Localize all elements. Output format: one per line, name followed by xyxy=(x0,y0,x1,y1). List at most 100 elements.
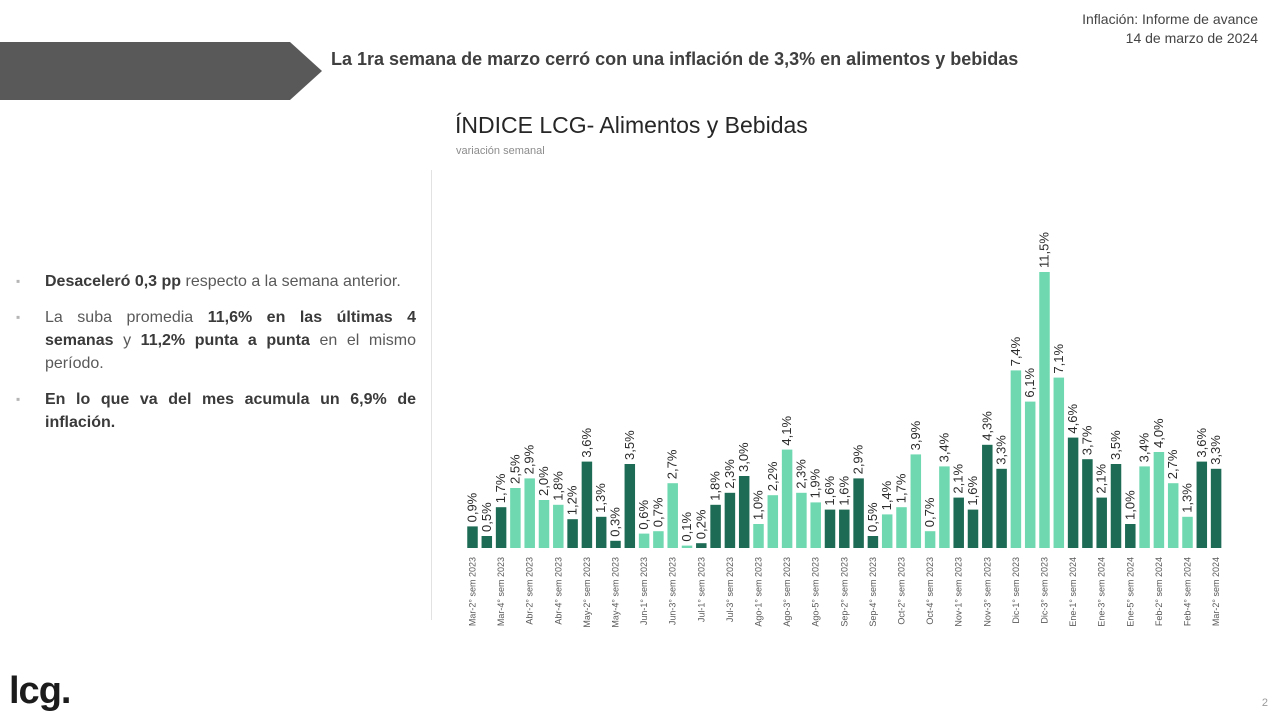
x-tick-label-11: Ago-3° sem 2023 xyxy=(782,557,792,627)
data-label-20: 1,0% xyxy=(751,490,766,520)
bar-43 xyxy=(1082,459,1093,548)
report-title: Inflación: Informe de avance xyxy=(1082,11,1258,27)
data-label-41: 7,1% xyxy=(1051,344,1066,374)
bar-50 xyxy=(1182,516,1193,548)
data-label-36: 4,3% xyxy=(979,411,994,441)
x-tick-label-12: Ago-5° sem 2023 xyxy=(811,557,821,627)
data-label-52: 3,3% xyxy=(1208,435,1223,465)
data-label-48: 4,0% xyxy=(1151,418,1166,448)
report-date: 14 de marzo de 2024 xyxy=(1125,30,1258,46)
bullet-item: ▪ Desaceleró 0,3 pp respecto a la semana … xyxy=(14,270,416,293)
bar-26 xyxy=(839,509,850,548)
data-label-30: 1,7% xyxy=(894,473,909,503)
bar-3 xyxy=(510,488,521,548)
x-tick-label-4: May-2° sem 2023 xyxy=(582,557,592,628)
x-tick-label-9: Jul-3° sem 2023 xyxy=(725,557,735,622)
data-label-45: 3,5% xyxy=(1108,430,1123,460)
bar-11 xyxy=(624,464,636,548)
data-label-43: 3,7% xyxy=(1079,425,1094,455)
bar-20 xyxy=(753,524,764,548)
data-label-25: 1,6% xyxy=(822,476,837,506)
bar-36 xyxy=(982,444,993,548)
data-label-39: 6,1% xyxy=(1022,368,1037,398)
bar-16 xyxy=(696,543,707,548)
data-label-9: 1,3% xyxy=(593,483,608,513)
bullet-dot-icon: ▪ xyxy=(16,274,21,288)
header-banner xyxy=(0,42,322,100)
x-tick-label-21: Ene-1° sem 2024 xyxy=(1068,557,1078,627)
bar-51 xyxy=(1196,461,1208,548)
data-label-33: 3,4% xyxy=(936,432,951,462)
data-label-17: 1,8% xyxy=(708,471,723,501)
bar-46 xyxy=(1125,524,1136,548)
data-label-50: 1,3% xyxy=(1180,483,1195,513)
data-label-40: 11,5% xyxy=(1037,232,1052,268)
bar-23 xyxy=(796,492,807,548)
bar-32 xyxy=(924,531,936,548)
data-label-34: 2,1% xyxy=(951,464,966,494)
bar-47 xyxy=(1139,466,1150,548)
bar-49 xyxy=(1167,483,1179,548)
data-label-32: 0,7% xyxy=(922,497,937,527)
x-tick-label-25: Feb-4° sem 2024 xyxy=(1183,557,1193,626)
data-label-51: 3,6% xyxy=(1194,428,1209,458)
data-label-23: 2,3% xyxy=(793,459,808,489)
bar-6 xyxy=(553,504,564,548)
bar-10 xyxy=(610,540,621,548)
bar-30 xyxy=(896,507,907,548)
x-tick-label-24: Feb-2° sem 2024 xyxy=(1154,557,1164,626)
bar-13 xyxy=(653,531,664,548)
data-label-31: 3,9% xyxy=(908,420,923,450)
data-label-1: 0,5% xyxy=(479,502,494,532)
x-tick-label-18: Nov-3° sem 2023 xyxy=(982,557,992,627)
data-label-14: 2,7% xyxy=(665,449,680,479)
x-tick-label-15: Oct-2° sem 2023 xyxy=(897,557,907,625)
data-label-19: 3,0% xyxy=(736,442,751,472)
data-label-18: 2,3% xyxy=(722,459,737,489)
slide-headline: La 1ra semana de marzo cerró con una inf… xyxy=(331,49,1019,69)
bullet-bold-text: 11,2% punta a punta xyxy=(140,332,310,349)
data-label-12: 0,6% xyxy=(636,500,651,530)
bullet-bold-text: 11,6% en las últimas 4 semanas xyxy=(45,309,417,349)
bullet-dot-icon: ▪ xyxy=(16,392,21,406)
weekly-inflation-bar-chart: 0,9% 0,5%1,7%2,5% 2,9%2,0% 1,8% 1,2%3,6%1,3%… xyxy=(465,232,1224,628)
bar-22 xyxy=(781,449,793,548)
lcg-logo: lcg. xyxy=(9,670,71,712)
data-label-44: 2,1% xyxy=(1094,464,1109,494)
bar-52 xyxy=(1210,468,1222,548)
x-tick-label-17: Nov-1° sem 2023 xyxy=(954,557,964,627)
bar-1 xyxy=(481,536,493,548)
data-label-15: 0,1% xyxy=(679,512,694,542)
x-tick-label-8: Jul-1° sem 2023 xyxy=(696,557,706,622)
bullet-text: La suba promedia xyxy=(45,309,208,326)
x-tick-label-14: Sep-4° sem 2023 xyxy=(868,557,878,627)
bar-24 xyxy=(810,502,821,548)
x-tick-label-1: Mar-4° sem 2023 xyxy=(496,557,506,626)
bullet-text: en el mismo período. xyxy=(45,332,417,372)
data-label-28: 0,5% xyxy=(865,502,880,532)
data-label-6: 1,8% xyxy=(550,471,565,501)
x-tick-label-16: Oct-4° sem 2023 xyxy=(925,557,935,625)
bar-29 xyxy=(881,514,893,548)
bar-17 xyxy=(710,504,721,548)
bullet-text: y xyxy=(113,332,141,349)
bar-9 xyxy=(595,516,607,548)
bar-41 xyxy=(1053,377,1065,548)
x-tick-label-0: Mar-2° sem 2023 xyxy=(468,557,478,626)
data-label-0: 0,9% xyxy=(465,492,480,522)
data-label-11: 3,5% xyxy=(622,430,637,460)
data-label-27: 2,9% xyxy=(851,444,866,474)
x-tick-label-20: Dic-3° sem 2023 xyxy=(1040,557,1050,624)
bar-40 xyxy=(1039,272,1050,548)
x-tick-label-10: Ago-1° sem 2023 xyxy=(754,557,764,627)
data-label-7: 1,2% xyxy=(565,485,580,515)
bar-7 xyxy=(567,519,578,548)
bar-27 xyxy=(853,478,864,548)
x-tick-label-6: Jun-1° sem 2023 xyxy=(639,557,649,625)
bullet-item: ▪ En lo que va del mes acumula un 6,9% de… xyxy=(14,388,416,434)
data-label-49: 2,7% xyxy=(1165,449,1180,479)
bullet-dot-icon: ▪ xyxy=(16,310,21,324)
data-label-13: 0,7% xyxy=(650,497,665,527)
x-tick-label-26: Mar-2° sem 2024 xyxy=(1211,557,1221,626)
data-label-24: 1,9% xyxy=(808,468,823,498)
